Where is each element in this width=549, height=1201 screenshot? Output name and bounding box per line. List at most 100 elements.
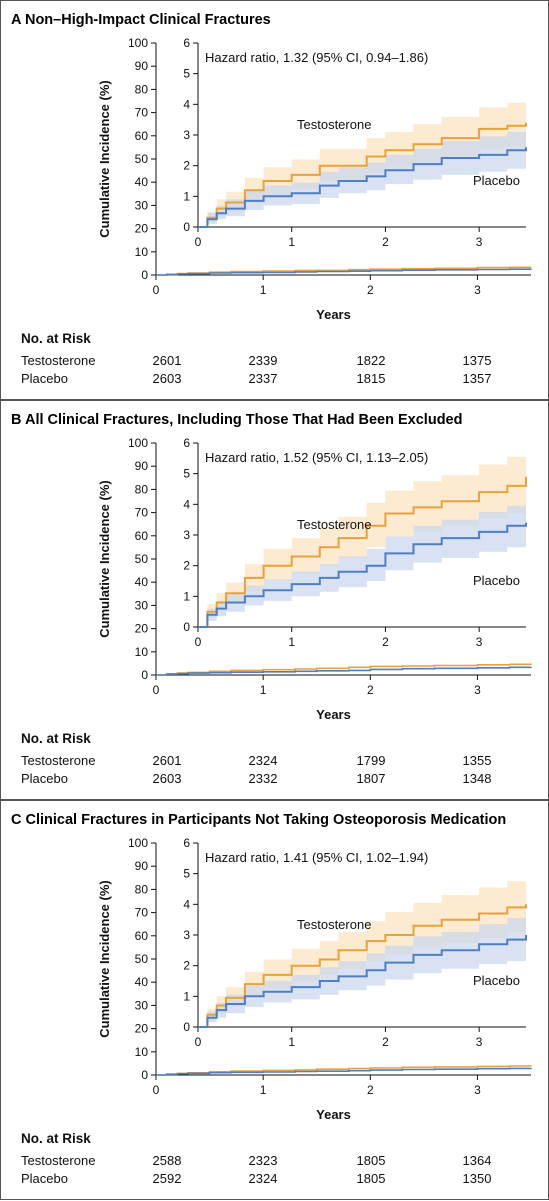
inset-y-tick-label-b: 3 [183,528,190,542]
series-label-placebo-c: Placebo [473,973,520,988]
risk-row-label-a: Placebo [21,371,68,386]
outer-y-tick-label-c: 80 [135,882,149,896]
outer-x-tick-label-b: 1 [260,683,267,697]
inset-y-tick-label-c: 0 [183,1020,190,1034]
ci-band-placebo-a [198,128,526,227]
inset-x-tick-label-b: 1 [288,635,295,649]
outer-x-tick-label-c: 2 [367,1083,374,1097]
risk-value-c: 1805 [357,1171,386,1186]
panel-title-text-c: Clinical Fractures in Participants Not T… [26,812,507,828]
outer-series-line-testosterone-c [156,1065,532,1076]
outer-y-tick-label-b: 30 [135,598,149,612]
risk-value-a: 2337 [249,371,278,386]
risk-value-c: 1364 [463,1153,492,1168]
outer-series-line-placebo-c [156,1067,532,1076]
outer-y-tick-label-c: 70 [135,906,149,920]
outer-x-tick-label-b: 0 [153,683,160,697]
outer-y-tick-label-a: 80 [135,82,149,96]
outer-y-tick-label-a: 50 [135,152,149,166]
risk-row-label-a: Testosterone [21,353,95,368]
risk-value-b: 2601 [153,753,182,768]
inset-y-tick-label-a: 6 [183,36,190,50]
risk-value-c: 1805 [357,1153,386,1168]
risk-header-b: No. at Risk [21,731,91,746]
panel-c: C Clinical Fractures in Participants Not… [0,800,549,1200]
outer-y-tick-label-b: 80 [135,482,149,496]
series-line-testosterone-a [198,122,527,228]
risk-value-a: 1375 [463,353,492,368]
outer-y-tick-label-b: 50 [135,552,149,566]
inset-y-tick-label-a: 1 [183,189,190,203]
outer-y-tick-label-a: 60 [135,129,149,143]
risk-value-b: 1807 [357,771,386,786]
panel-letter-a: A [11,12,25,28]
inset-x-tick-label-c: 2 [382,1035,389,1049]
inset-x-tick-label-a: 3 [476,235,483,249]
risk-value-b: 2324 [249,753,278,768]
inset-x-tick-label-b: 2 [382,635,389,649]
inset-y-tick-label-c: 6 [183,836,190,850]
outer-y-tick-label-a: 10 [135,245,149,259]
outer-x-tick-label-a: 2 [367,283,374,297]
panel-letter-b: B [11,412,25,428]
outer-y-tick-label-b: 60 [135,529,149,543]
risk-value-b: 2603 [153,771,182,786]
panel-title-a: A Non–High-Impact Clinical Fractures [11,12,271,28]
outer-y-tick-label-a: 100 [128,36,148,50]
risk-value-c: 2323 [249,1153,278,1168]
risk-row-label-c: Placebo [21,1171,68,1186]
outer-y-tick-label-b: 10 [135,645,149,659]
inset-x-tick-label-b: 3 [476,635,483,649]
series-line-placebo-c [198,935,527,1028]
outer-x-tick-label-a: 3 [474,283,481,297]
risk-value-c: 2592 [153,1171,182,1186]
risk-value-a: 1357 [463,371,492,386]
risk-row-label-b: Testosterone [21,753,95,768]
outer-y-tick-label-a: 30 [135,198,149,212]
inset-y-tick-label-c: 1 [183,989,190,1003]
risk-value-b: 1348 [463,771,492,786]
outer-y-tick-label-c: 20 [135,1022,149,1036]
outer-x-tick-label-c: 1 [260,1083,267,1097]
inset-y-tick-label-a: 0 [183,220,190,234]
outer-x-tick-label-c: 0 [153,1083,160,1097]
inset-y-tick-label-a: 2 [183,159,190,173]
series-line-placebo-a [198,147,527,228]
risk-value-a: 2339 [249,353,278,368]
risk-header-a: No. at Risk [21,331,91,346]
outer-y-tick-label-c: 40 [135,975,149,989]
inset-y-tick-label-b: 4 [183,497,190,511]
panel-b: B All Clinical Fractures, Including Thos… [0,400,549,800]
outer-series-line-placebo-b [156,666,532,676]
outer-y-tick-label-a: 0 [141,268,148,282]
risk-row-label-c: Testosterone [21,1153,95,1168]
series-label-testosterone-c: Testosterone [297,917,371,932]
inset-y-tick-label-b: 6 [183,436,190,450]
y-axis-label-c: Cumulative Incidence (%) [97,880,112,1037]
outer-y-tick-label-b: 90 [135,459,149,473]
hazard-ratio-annotation-c: Hazard ratio, 1.41 (95% CI, 1.02–1.94) [205,850,428,865]
outer-x-tick-label-b: 3 [474,683,481,697]
inset-y-tick-label-b: 5 [183,467,190,481]
outer-x-tick-label-a: 0 [153,283,160,297]
risk-value-a: 1815 [357,371,386,386]
panel-c-chart: C Clinical Fractures in Participants Not… [11,812,532,1186]
inset-y-tick-label-b: 1 [183,589,190,603]
panel-title-c: C Clinical Fractures in Participants Not… [11,812,506,828]
risk-value-a: 2601 [153,353,182,368]
outer-y-tick-label-b: 0 [141,668,148,682]
inset-x-tick-label-a: 2 [382,235,389,249]
outer-x-tick-label-a: 1 [260,283,267,297]
outer-y-tick-label-a: 90 [135,59,149,73]
x-axis-label-a: Years [316,307,351,322]
inset-y-tick-label-a: 4 [183,97,190,111]
outer-series-line-placebo-a [156,268,532,276]
risk-value-b: 1355 [463,753,492,768]
risk-value-c: 2324 [249,1171,278,1186]
inset-x-tick-label-c: 3 [476,1035,483,1049]
risk-value-b: 2332 [249,771,278,786]
outer-x-tick-label-c: 3 [474,1083,481,1097]
x-axis-label-b: Years [316,707,351,722]
risk-value-c: 2588 [153,1153,182,1168]
y-axis-label-a: Cumulative Incidence (%) [97,80,112,237]
